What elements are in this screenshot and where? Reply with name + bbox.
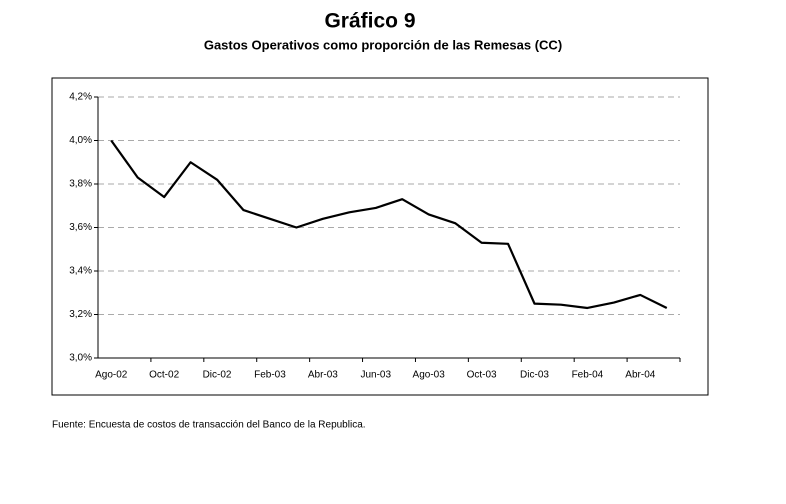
y-tick-label: 4,2% bbox=[69, 92, 92, 103]
y-tick-label: 3,0% bbox=[69, 353, 92, 364]
x-tick-label: Feb-03 bbox=[254, 370, 286, 381]
y-tick-label: 4,0% bbox=[69, 135, 92, 146]
x-tick-label: Dic-02 bbox=[203, 370, 232, 381]
x-tick-label: Dic-03 bbox=[520, 370, 549, 381]
y-tick-label: 3,8% bbox=[69, 179, 92, 190]
x-tick-label: Oct-03 bbox=[467, 370, 497, 381]
chart-subtitle: Gastos Operativos como proporción de las… bbox=[204, 37, 562, 52]
chart-frame bbox=[51, 77, 709, 396]
y-tick-label: 3,6% bbox=[69, 222, 92, 233]
source-note: Fuente: Encuesta de costos de transacció… bbox=[52, 420, 366, 431]
chart-title: Gráfico 9 bbox=[324, 10, 415, 33]
x-tick-label: Ago-02 bbox=[95, 370, 128, 381]
x-tick-label: Feb-04 bbox=[572, 370, 604, 381]
line-series bbox=[110, 139, 668, 310]
x-tick-label: Jun-03 bbox=[360, 370, 391, 381]
x-tick-label: Abr-03 bbox=[308, 370, 338, 381]
x-tick-label: Oct-02 bbox=[149, 370, 179, 381]
y-tick-label: 3,4% bbox=[69, 266, 92, 277]
y-tick-label: 3,2% bbox=[69, 309, 92, 320]
x-tick-label: Abr-04 bbox=[625, 370, 655, 381]
x-tick-label: Ago-03 bbox=[413, 370, 446, 381]
